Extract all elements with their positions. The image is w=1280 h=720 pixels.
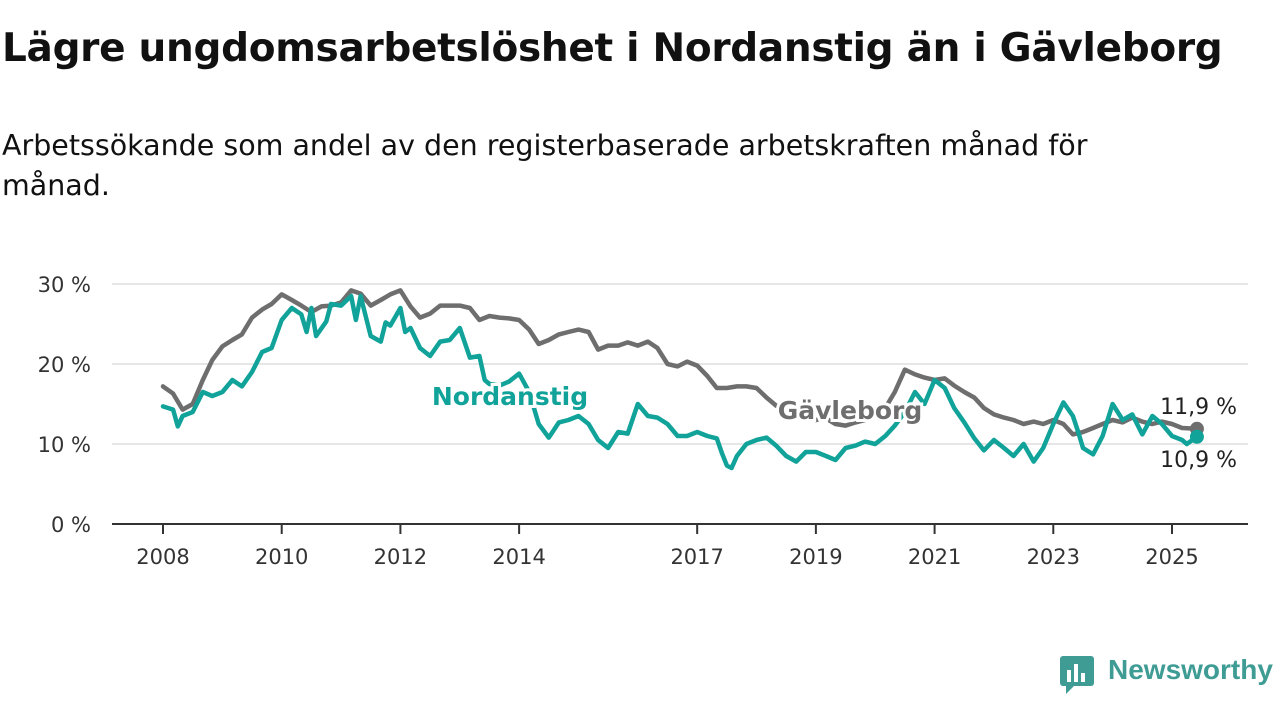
series-line-gvleborg <box>160 288 1200 437</box>
series-lines <box>160 288 1204 471</box>
inline-label-nordanstig: Nordanstig <box>432 382 588 411</box>
y-tick-label: 0 % <box>51 513 91 537</box>
y-axis-tick-labels: 0 % 10 % 20 % 30 % <box>38 273 91 537</box>
x-tick-label: 2021 <box>908 545 961 569</box>
chart-subtitle: Arbetssökande som andel av den registerb… <box>2 129 1088 202</box>
y-tick-label: 30 % <box>38 273 91 297</box>
y-tick-label: 20 % <box>38 353 91 377</box>
x-tick-label: 2023 <box>1027 545 1080 569</box>
end-label-gvleborg: 11,9 % <box>1160 395 1237 420</box>
x-tick-label: 2017 <box>670 545 723 569</box>
newsworthy-logo-icon <box>1060 656 1094 694</box>
x-tick-label: 2012 <box>374 545 427 569</box>
x-tick-label: 2025 <box>1145 545 1198 569</box>
x-tick-label: 2014 <box>492 545 545 569</box>
chart-title: Lägre ungdomsarbetslöshet i Nordanstig ä… <box>2 26 1223 71</box>
x-tick-label: 2010 <box>255 545 308 569</box>
newsworthy-logo-text: Newsworthy <box>1108 654 1273 685</box>
end-label-nordanstig: 10,9 % <box>1160 448 1237 473</box>
series-end-dot-nordanstig <box>1189 429 1204 444</box>
series-labels: 11,9 % 10,9 % Nordanstig Gävleborg <box>429 379 1239 475</box>
x-tick-label: 2008 <box>136 545 189 569</box>
y-tick-label: 10 % <box>38 433 91 457</box>
inline-label-gvleborg: Gävleborg <box>778 396 923 425</box>
x-axis: 2008 2010 2012 2014 2017 2019 2021 2023 2025 <box>112 523 1248 569</box>
x-tick-label: 2019 <box>789 545 842 569</box>
newsworthy-logo: Newsworthy <box>1058 654 1278 694</box>
series-line-nordanstig <box>160 293 1200 471</box>
